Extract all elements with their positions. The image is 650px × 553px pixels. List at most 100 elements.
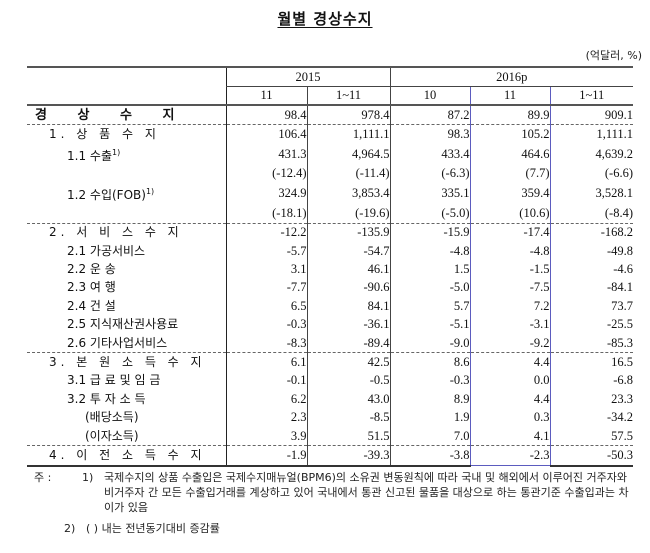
row-label: 1.2 수입(FOB)1) (27, 183, 226, 204)
header-corner (27, 66, 226, 106)
row-label: 2. 서 비 스 수 지 (27, 222, 226, 242)
row-label-text: 2.2 운 송 (67, 262, 116, 277)
table-row: (배당소득) 2.3 -8.5 1.9 0.3 -34.2 (27, 408, 634, 427)
year-header-row: 2015 2016p (27, 66, 634, 106)
cell-value: -3.1 (469, 315, 551, 334)
cell-value: 909.1 (604, 107, 634, 122)
cell-value: 1,111.1 (306, 124, 390, 144)
cell-value: 4.1 (469, 426, 551, 446)
cell-value: -0.5 (306, 371, 390, 391)
cell-value: -17.4 (469, 222, 551, 242)
cell-value: -7.5 (469, 278, 551, 298)
cell-value: 7.0 (389, 426, 470, 446)
footnote-2: 2) ( ) 내는 전년동기대비 증감률 (34, 521, 634, 536)
cell-value: 4.4 (469, 352, 551, 372)
current-account-table: 2015 2016p 11 1~11 10 11 1~11 경 상 수 지 98.… (27, 66, 634, 467)
cell-value: -4.6 (613, 262, 634, 277)
footnote-ref: 1) (145, 187, 155, 197)
table-row: 2. 서 비 스 수 지 -12.2 -135.9 -15.9 -17.4 -168.2 (27, 222, 634, 242)
cell-value: 105.2 (469, 124, 551, 144)
cell-value: (-6.3) (389, 164, 470, 184)
cell-value: -2.3 (469, 445, 551, 467)
cell-value: 4.4 (469, 390, 551, 409)
cell-value: -4.8 (389, 241, 470, 261)
table-row: 1.1 수출1) 431.3 4,964.5 433.4 464.6 4,639.2 (27, 143, 634, 165)
cell-value: 23.3 (611, 391, 634, 406)
row-label-text: 1.2 수입(FOB) (67, 188, 146, 203)
row-label-text: 2.3 여 행 (67, 280, 116, 295)
table-row: 경 상 수 지 98.4 978.4 87.2 89.9 909.1 (27, 105, 633, 125)
footnote-number: 1) (82, 471, 94, 484)
cell-value: -0.3 (225, 315, 307, 334)
cell-value: -49.8 (606, 243, 634, 258)
cell-value: -0.3 (389, 371, 470, 391)
row-label-text: 1. 상 품 수 지 (49, 127, 160, 142)
cell-value: 324.9 (225, 183, 307, 205)
unit-label: (억달러, %) (585, 49, 642, 62)
period-header: 10 (389, 86, 470, 106)
table-row: 1. 상 품 수 지 106.4 1,111.1 98.3 105.2 1,111.1 (27, 124, 634, 144)
cell-value: 3,853.4 (306, 183, 390, 205)
cell-value: 464.6 (469, 143, 551, 165)
period-header: 1~11 (306, 86, 390, 106)
cell-value: -0.1 (225, 371, 307, 391)
cell-value: -54.7 (306, 241, 390, 261)
cell-value: 978.4 (306, 105, 390, 125)
row-label-text: 4. 이 전 소 득 수 지 (49, 447, 206, 462)
cell-value: -34.2 (606, 410, 634, 425)
cell-value: 335.1 (389, 183, 470, 205)
cell-value: 4,639.2 (595, 146, 634, 161)
cell-value: 89.9 (469, 105, 551, 125)
row-label-text: (이자소득) (85, 428, 139, 443)
row-label: 2.2 운 송 (27, 260, 226, 278)
cell-value: -5.0 (389, 278, 470, 298)
cell-value: 73.7 (611, 298, 634, 313)
cell-value: (-11.4) (306, 164, 390, 184)
cell-value: -39.3 (306, 445, 390, 467)
cell-value: -8.3 (225, 333, 307, 353)
cell-value: 42.5 (306, 352, 390, 372)
row-label: 3.1 급 료 및 임 금 (27, 372, 226, 390)
row-label: 2.3 여 행 (27, 279, 226, 297)
cell-value: 1.9 (389, 408, 470, 427)
cell-value: 5.7 (389, 297, 470, 316)
cell-value: 106.4 (225, 124, 307, 144)
cell-value: 431.3 (225, 143, 307, 165)
cell-value: -12.2 (225, 222, 307, 242)
cell-value: (-6.6) (604, 166, 634, 181)
table-row: 3.1 급 료 및 임 금 -0.1 -0.5 -0.3 0.0 -6.8 (27, 371, 633, 391)
cell-value: (7.7) (469, 164, 551, 184)
cell-value: 7.2 (469, 297, 551, 316)
cell-value: 98.4 (225, 105, 307, 125)
cell-value: 2.3 (225, 408, 307, 427)
row-label: 경 상 수 지 (27, 105, 226, 125)
row-label: (이자소득) (27, 427, 226, 446)
cell-value: 6.5 (225, 297, 307, 316)
row-label-text: 3. 본 원 소 득 수 지 (49, 354, 206, 369)
row-label-text: 3.1 급 료 및 임 금 (67, 373, 161, 388)
table-row: 4. 이 전 소 득 수 지 -1.9 -39.3 -3.8 -2.3 -50.3 (27, 445, 634, 467)
cell-value: 4,964.5 (306, 143, 390, 165)
cell-value: 359.4 (469, 183, 551, 205)
row-label: 1. 상 품 수 지 (27, 124, 226, 144)
page-title: 월별 경상수지 (277, 10, 373, 28)
cell-value: 98.3 (389, 124, 470, 144)
cell-value: -7.7 (225, 278, 307, 298)
year-header-2016p: 2016p (389, 66, 634, 87)
row-label (27, 165, 226, 183)
cell-value: -25.5 (606, 317, 634, 332)
cell-value: -90.6 (306, 278, 390, 298)
row-label-text: 1.1 수출 (67, 148, 112, 163)
table-row: 2.4 건 설 6.5 84.1 5.7 7.2 73.7 (27, 297, 634, 316)
cell-value: -36.1 (306, 315, 390, 334)
row-label-text: 2.4 건 설 (67, 298, 116, 313)
cell-value: -1.9 (225, 445, 307, 467)
row-label: 4. 이 전 소 득 수 지 (27, 445, 226, 467)
cell-value: 3,528.1 (595, 186, 634, 201)
cell-value: -84.1 (606, 280, 634, 295)
cell-value: 3.1 (225, 260, 307, 279)
cell-value: 16.5 (550, 352, 634, 372)
cell-value: (-5.0) (389, 204, 470, 224)
table-row: 2.2 운 송 3.1 46.1 1.5 -1.5 -4.6 (27, 260, 634, 279)
cell-value: -85.3 (606, 335, 634, 350)
